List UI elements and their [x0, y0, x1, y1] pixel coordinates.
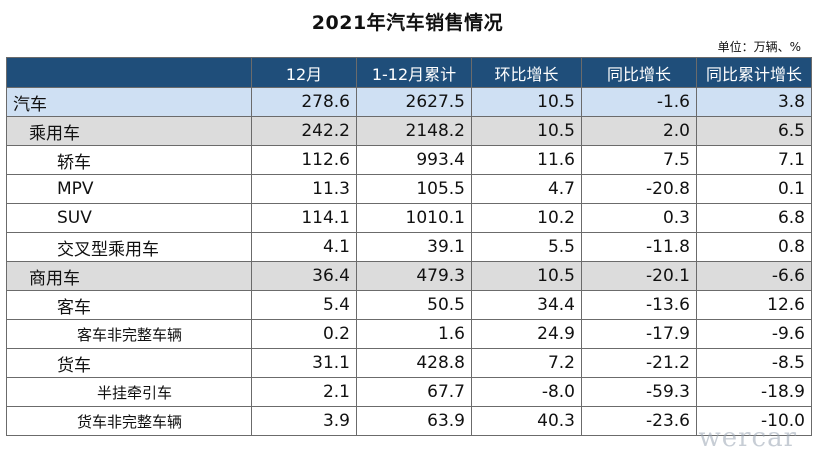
cell-december: 278.6 — [251, 87, 357, 117]
row-label: 半挂牵引车 — [6, 377, 252, 407]
table-row: 汽车 278.6 2627.5 10.5 -1.6 3.8 — [6, 87, 812, 117]
row-label: 客车非完整车辆 — [6, 319, 252, 349]
cell-cumulative: 2148.2 — [356, 116, 472, 146]
cell-cumulative: 63.9 — [356, 406, 472, 436]
row-label: 客车 — [6, 290, 252, 320]
cell-yoy-cumulative-growth: 7.1 — [696, 145, 812, 175]
table-row: 半挂牵引车 2.1 67.7 -8.0 -59.3 -18.9 — [6, 377, 812, 407]
cell-december: 112.6 — [251, 145, 357, 175]
table-body: 汽车 278.6 2627.5 10.5 -1.6 3.8 乘用车 242.2 2148.2 10… — [6, 87, 812, 436]
row-label: 轿车 — [6, 145, 252, 175]
row-label: 交叉型乘用车 — [6, 232, 252, 262]
cell-mom-growth: 10.2 — [471, 203, 582, 233]
cell-december: 36.4 — [251, 261, 357, 291]
table-row: SUV 114.1 1010.1 10.2 0.3 6.8 — [6, 203, 812, 233]
cell-yoy-cumulative-growth: 6.5 — [696, 116, 812, 146]
row-label: 商用车 — [6, 261, 252, 291]
cell-yoy-growth: 0.3 — [581, 203, 697, 233]
cell-cumulative: 67.7 — [356, 377, 472, 407]
table-row: 客车非完整车辆 0.2 1.6 24.9 -17.9 -9.6 — [6, 319, 812, 349]
header-cumulative: 1-12月累计 — [356, 57, 472, 88]
cell-mom-growth: 10.5 — [471, 261, 582, 291]
cell-yoy-cumulative-growth: 12.6 — [696, 290, 812, 320]
unit-note: 单位：万辆、% — [717, 40, 801, 54]
cell-yoy-cumulative-growth: -6.6 — [696, 261, 812, 291]
cell-yoy-growth: 7.5 — [581, 145, 697, 175]
header-mom-growth: 环比增长 — [471, 57, 582, 88]
cell-december: 11.3 — [251, 174, 357, 204]
cell-yoy-cumulative-growth: -10.0 — [696, 406, 812, 436]
cell-yoy-growth: -11.8 — [581, 232, 697, 262]
cell-december: 3.9 — [251, 406, 357, 436]
cell-yoy-growth: -17.9 — [581, 319, 697, 349]
cell-cumulative: 1.6 — [356, 319, 472, 349]
cell-yoy-growth: -13.6 — [581, 290, 697, 320]
cell-mom-growth: 10.5 — [471, 87, 582, 117]
cell-yoy-growth: -20.1 — [581, 261, 697, 291]
cell-mom-growth: 40.3 — [471, 406, 582, 436]
cell-december: 31.1 — [251, 348, 357, 378]
row-label: MPV — [6, 174, 252, 204]
cell-december: 4.1 — [251, 232, 357, 262]
cell-yoy-growth: -20.8 — [581, 174, 697, 204]
cell-yoy-growth: 2.0 — [581, 116, 697, 146]
row-label: 货车 — [6, 348, 252, 378]
cell-december: 242.2 — [251, 116, 357, 146]
row-label: 汽车 — [6, 87, 252, 117]
header-yoy-growth: 同比增长 — [581, 57, 697, 88]
cell-cumulative: 993.4 — [356, 145, 472, 175]
cell-mom-growth: 7.2 — [471, 348, 582, 378]
cell-december: 114.1 — [251, 203, 357, 233]
cell-mom-growth: 4.7 — [471, 174, 582, 204]
table-row: 货车非完整车辆 3.9 63.9 40.3 -23.6 -10.0 — [6, 406, 812, 436]
cell-yoy-growth: -21.2 — [581, 348, 697, 378]
table-row: 乘用车 242.2 2148.2 10.5 2.0 6.5 — [6, 116, 812, 146]
header-category — [6, 57, 252, 88]
header-row: 12月 1-12月累计 环比增长 同比增长 同比累计增长 — [6, 57, 812, 88]
cell-cumulative: 105.5 — [356, 174, 472, 204]
table-row: 交叉型乘用车 4.1 39.1 5.5 -11.8 0.8 — [6, 232, 812, 262]
cell-cumulative: 428.8 — [356, 348, 472, 378]
cell-mom-growth: -8.0 — [471, 377, 582, 407]
cell-mom-growth: 10.5 — [471, 116, 582, 146]
cell-cumulative: 479.3 — [356, 261, 472, 291]
cell-mom-growth: 11.6 — [471, 145, 582, 175]
cell-december: 2.1 — [251, 377, 357, 407]
cell-cumulative: 1010.1 — [356, 203, 472, 233]
table-row: 商用车 36.4 479.3 10.5 -20.1 -6.6 — [6, 261, 812, 291]
cell-yoy-growth: -1.6 — [581, 87, 697, 117]
cell-cumulative: 39.1 — [356, 232, 472, 262]
table-row: 货车 31.1 428.8 7.2 -21.2 -8.5 — [6, 348, 812, 378]
table-row: 客车 5.4 50.5 34.4 -13.6 12.6 — [6, 290, 812, 320]
cell-yoy-cumulative-growth: 0.1 — [696, 174, 812, 204]
cell-mom-growth: 24.9 — [471, 319, 582, 349]
cell-yoy-growth: -23.6 — [581, 406, 697, 436]
cell-december: 0.2 — [251, 319, 357, 349]
cell-yoy-cumulative-growth: 3.8 — [696, 87, 812, 117]
cell-cumulative: 2627.5 — [356, 87, 472, 117]
cell-yoy-cumulative-growth: 0.8 — [696, 232, 812, 262]
cell-yoy-cumulative-growth: -18.9 — [696, 377, 812, 407]
header-yoy-cumulative-growth: 同比累计增长 — [696, 57, 812, 88]
row-label: 乘用车 — [6, 116, 252, 146]
cell-yoy-cumulative-growth: -8.5 — [696, 348, 812, 378]
cell-yoy-cumulative-growth: -9.6 — [696, 319, 812, 349]
header-december: 12月 — [251, 57, 357, 88]
cell-yoy-cumulative-growth: 6.8 — [696, 203, 812, 233]
table-row: 轿车 112.6 993.4 11.6 7.5 7.1 — [6, 145, 812, 175]
cell-mom-growth: 34.4 — [471, 290, 582, 320]
sales-table: 12月 1-12月累计 环比增长 同比增长 同比累计增长 汽车 278.6 2627… — [6, 57, 812, 436]
page-title: 2021年汽车销售情况 — [311, 12, 504, 34]
table-row: MPV 11.3 105.5 4.7 -20.8 0.1 — [6, 174, 812, 204]
cell-cumulative: 50.5 — [356, 290, 472, 320]
cell-mom-growth: 5.5 — [471, 232, 582, 262]
row-label: 货车非完整车辆 — [6, 406, 252, 436]
row-label: SUV — [6, 203, 252, 233]
cell-december: 5.4 — [251, 290, 357, 320]
cell-yoy-growth: -59.3 — [581, 377, 697, 407]
